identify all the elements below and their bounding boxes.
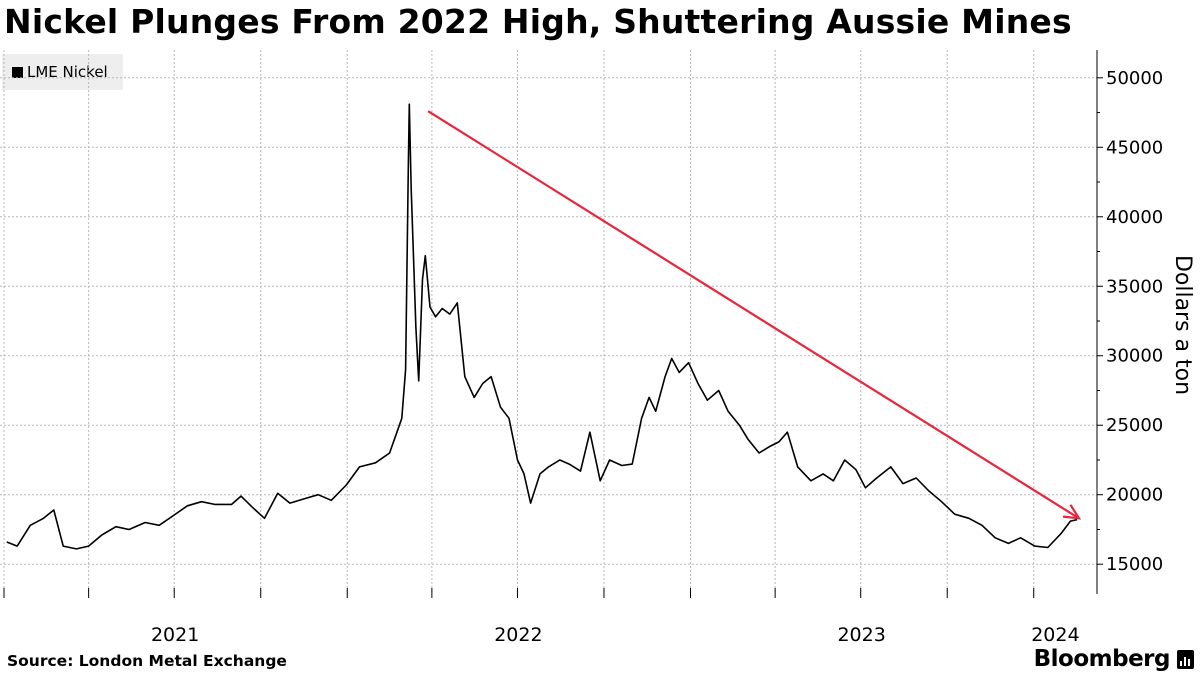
x-tick-label: 2023 <box>837 624 885 646</box>
trend-arrow <box>427 110 1082 520</box>
y-tick-label: 15000 <box>1106 554 1163 575</box>
gridlines <box>0 50 1097 592</box>
bloomberg-terminal-icon <box>1177 650 1194 669</box>
trend-arrow-head <box>1062 504 1082 520</box>
x-tick-label: 2021 <box>151 624 199 646</box>
legend: LME Nickel <box>2 54 123 90</box>
series-group <box>6 103 1078 550</box>
x-tick-label: 2022 <box>494 624 542 646</box>
y-axis-label: Dollars a ton <box>1170 255 1195 395</box>
legend-label: LME Nickel <box>27 63 108 81</box>
series-line-lme-nickel <box>6 103 1078 550</box>
chart-title: Nickel Plunges From 2022 High, Shutterin… <box>4 2 1072 41</box>
y-tick-label: 20000 <box>1106 485 1163 506</box>
source-note: Source: London Metal Exchange <box>7 652 287 670</box>
x-tick-label: 2024 <box>1031 624 1079 646</box>
y-tick-label: 35000 <box>1106 276 1163 297</box>
trend-arrow-line <box>427 110 1080 520</box>
legend-swatch <box>12 66 23 78</box>
bloomberg-logo: Bloomberg <box>1033 646 1171 672</box>
y-tick-label: 30000 <box>1106 346 1163 367</box>
y-tick-label: 40000 <box>1106 207 1163 228</box>
y-axis-ticks: 15000 20000 25000 30000 35000 40000 45000 50000 <box>1096 50 1163 594</box>
y-tick-label: 25000 <box>1106 415 1163 436</box>
x-axis-ticks: 2021 2022 2023 2024 <box>3 588 1080 646</box>
y-tick-label: 45000 <box>1106 137 1163 158</box>
y-tick-label: 50000 <box>1106 68 1163 89</box>
